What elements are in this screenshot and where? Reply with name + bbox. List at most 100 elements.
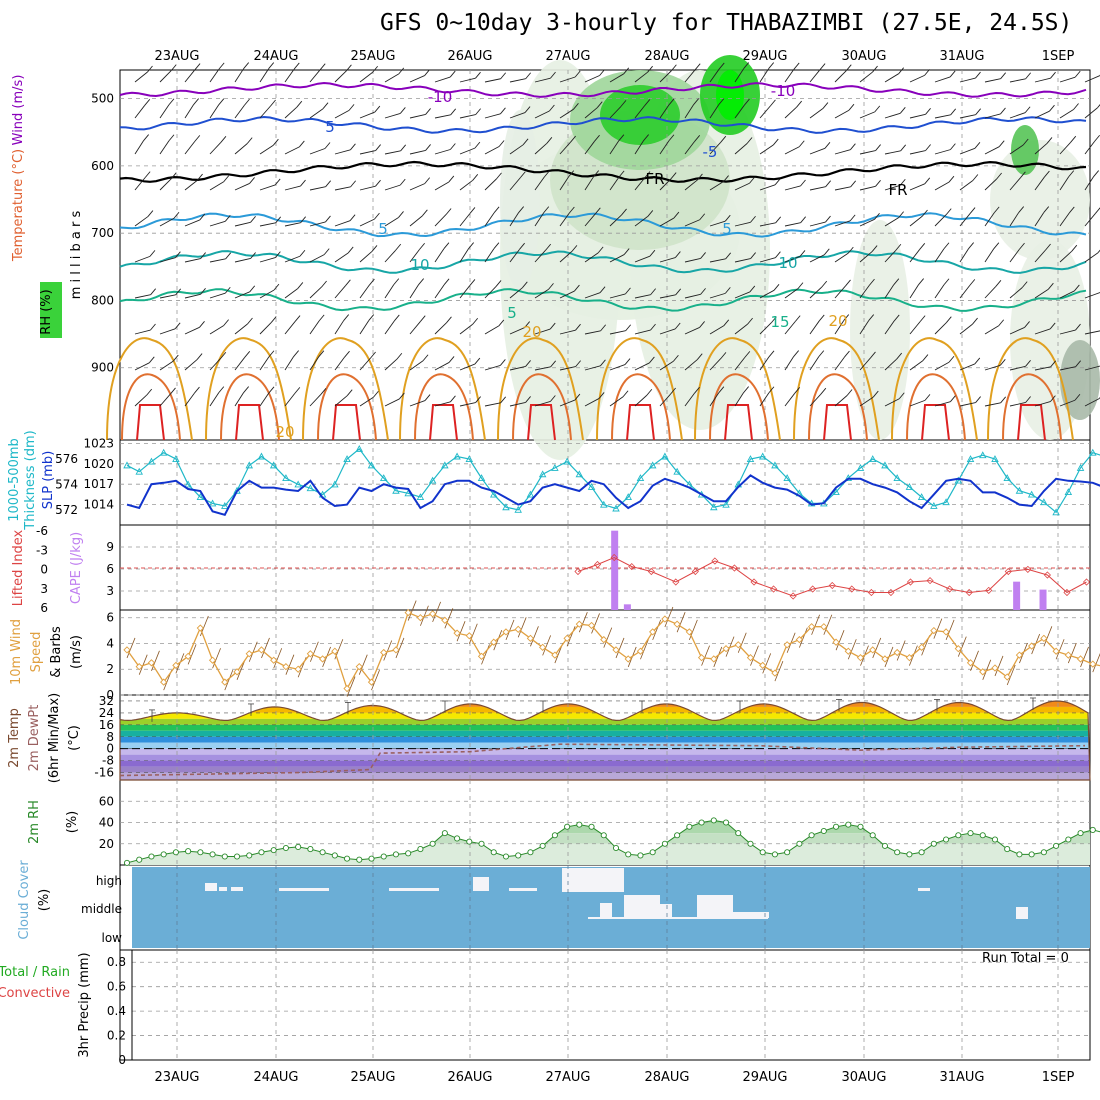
wind-barb-flag <box>374 105 381 113</box>
wind-barb <box>434 114 451 119</box>
wind-barb <box>1009 402 1026 407</box>
rh-point <box>796 840 803 847</box>
wind-barb <box>684 258 701 263</box>
wind-barb-flag <box>996 172 1002 180</box>
wind-barb-flag <box>594 134 600 142</box>
wind-barb-flag <box>525 72 532 80</box>
wind-barb-flag <box>400 144 407 152</box>
wind-barb-flag <box>1025 360 1031 367</box>
cloud-panel: high middle low <box>81 865 1090 950</box>
wind-barb <box>859 320 870 335</box>
wind-barb <box>559 76 576 83</box>
wind-barb <box>334 220 351 227</box>
wind-barb-flag <box>773 284 780 291</box>
wind-barb-flag <box>945 208 952 215</box>
rh-point <box>172 849 179 856</box>
cape-li-panel: -6 -3 0 3 6 9 6 3 <box>36 524 1091 615</box>
rh-shade-region <box>1060 340 1100 420</box>
wind-barb <box>809 286 823 299</box>
wind-barb-flag <box>647 65 653 73</box>
rh-point <box>295 843 302 850</box>
wind-barb <box>859 284 870 299</box>
thickness-point <box>1027 490 1036 498</box>
wind-speed-point <box>147 659 156 667</box>
wind-barb <box>409 150 426 155</box>
wind-barb <box>359 218 375 227</box>
wind-barb-flag <box>474 141 481 149</box>
wind-barb <box>909 215 923 227</box>
lifted-index-point <box>770 585 778 593</box>
temp-contour-25 <box>906 373 966 441</box>
wind-barb-flag <box>1025 72 1032 80</box>
surface-wind-barb <box>187 644 197 665</box>
wind-barb <box>1084 75 1100 83</box>
precip-tick-label: 0 <box>118 1053 126 1067</box>
wind-speed-point <box>233 668 241 676</box>
wind-barb-flag <box>1093 170 1100 177</box>
wind-barb-flag <box>150 323 156 331</box>
y-tick-label: 800 <box>91 293 114 307</box>
wind-barb-flag <box>199 321 205 328</box>
surface-wind-barb <box>1067 642 1077 664</box>
temp-contour-20 <box>694 337 781 441</box>
wind-barb <box>259 184 276 191</box>
wind-barb-flag <box>943 242 950 250</box>
date-label-top: 30AUG <box>841 49 886 64</box>
wind-barb <box>959 323 973 335</box>
wind-barb-flag <box>720 352 727 359</box>
wind-barb <box>434 322 447 335</box>
thickness-point <box>294 480 302 488</box>
temp-contour-20 <box>987 337 1074 441</box>
li-tick-label: 6 <box>40 601 48 615</box>
wind-barb-flag <box>1097 249 1100 254</box>
wind-barb <box>859 357 871 371</box>
wind-barb <box>509 287 523 299</box>
wind-barb <box>934 248 945 263</box>
wind-barb <box>909 321 921 335</box>
wind-barb-flag <box>623 248 630 255</box>
wind-barb-flag <box>797 282 804 289</box>
wind-barb-flag <box>543 170 550 178</box>
surface-wind-barb <box>175 653 185 674</box>
wind-barb <box>1034 110 1050 119</box>
wind-barb <box>684 179 698 191</box>
wind-barb <box>434 149 451 155</box>
wind-barb <box>434 362 450 371</box>
wind-barb-flag <box>449 70 456 78</box>
wind-barb <box>784 222 801 227</box>
rh-point <box>833 823 840 830</box>
ylabel-temp-units: (°C) <box>67 725 82 751</box>
wind-barb-flag <box>823 248 830 256</box>
wind-barb <box>1084 292 1100 299</box>
wind-barb <box>559 141 571 155</box>
thickness-point <box>1064 488 1073 495</box>
thickness-point <box>954 476 963 484</box>
wind-barb <box>1059 290 1075 299</box>
surface-wind-barb <box>432 601 441 623</box>
wind-speed-point <box>979 668 987 676</box>
wind-speed-point <box>392 646 400 654</box>
wind-barb <box>759 184 776 191</box>
wind-barb <box>384 73 400 83</box>
wind-barb-flag <box>718 98 725 105</box>
wind-barb <box>1009 287 1023 299</box>
wind-barb-flag <box>1075 323 1081 331</box>
wind-barb-flag <box>646 388 653 396</box>
wind-barb <box>859 71 873 83</box>
wind-barb <box>709 292 726 299</box>
slp-tick-label: 1014 <box>83 498 114 512</box>
wind-barb <box>359 71 373 83</box>
wind-barb-flag <box>399 178 406 186</box>
thickness-point <box>1015 486 1024 494</box>
surface-wind-barb <box>823 614 833 635</box>
lifted-index-point <box>946 585 954 593</box>
wind-barb <box>509 112 526 119</box>
wind-barb-flag <box>425 108 431 115</box>
thickness-point <box>269 461 278 469</box>
wind-barb-flag <box>671 64 677 72</box>
wind-barb-flag <box>1050 360 1057 368</box>
wind-barb <box>634 362 650 371</box>
wind-barb <box>359 251 373 263</box>
cape-bar <box>1039 589 1047 610</box>
wind-barb-flag <box>448 175 455 183</box>
